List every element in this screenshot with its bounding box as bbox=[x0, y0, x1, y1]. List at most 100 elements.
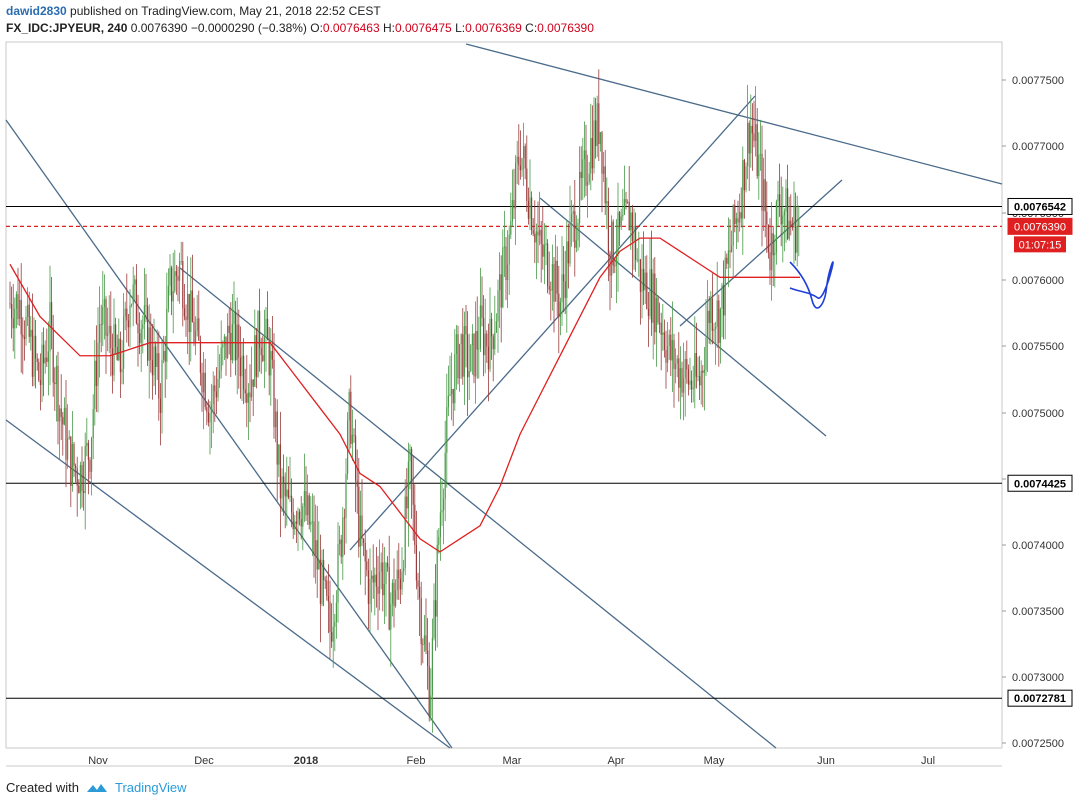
candle-body bbox=[193, 321, 195, 344]
candle-body bbox=[515, 162, 517, 209]
candle-body bbox=[36, 358, 38, 362]
candle-body bbox=[551, 264, 553, 291]
candle-body bbox=[779, 194, 781, 207]
candle-body bbox=[571, 213, 573, 222]
trend-line bbox=[179, 267, 777, 749]
candle-body bbox=[263, 337, 265, 361]
candle-body bbox=[134, 279, 136, 285]
candle-body bbox=[348, 391, 350, 421]
candle-body bbox=[414, 504, 416, 546]
candle-body bbox=[11, 304, 13, 319]
candle-body bbox=[279, 444, 281, 499]
candle-body bbox=[468, 371, 470, 378]
candle-body bbox=[65, 407, 67, 460]
candle-body bbox=[270, 351, 272, 376]
candle-body bbox=[524, 146, 526, 169]
candle-body bbox=[52, 327, 54, 383]
candle-body bbox=[740, 212, 742, 219]
candle-body bbox=[473, 333, 475, 377]
candle-body bbox=[268, 339, 270, 376]
candle-body bbox=[775, 201, 777, 253]
candle-body bbox=[364, 542, 366, 562]
candle-body bbox=[615, 255, 617, 266]
candle-body bbox=[497, 290, 499, 322]
candle-body bbox=[287, 489, 289, 498]
candle-body bbox=[19, 299, 21, 320]
candle-body bbox=[356, 480, 358, 487]
candle-body bbox=[204, 372, 206, 408]
candle-body bbox=[313, 521, 315, 556]
candle-body bbox=[366, 561, 368, 571]
candle-body bbox=[439, 512, 441, 538]
candle-body bbox=[343, 517, 345, 519]
candle-body bbox=[28, 304, 30, 337]
y-tick-label: 0.0075500 bbox=[1012, 341, 1064, 353]
candle-body bbox=[395, 590, 397, 607]
candle-body bbox=[724, 257, 726, 316]
candle-body bbox=[257, 310, 259, 377]
candle-body bbox=[572, 211, 574, 214]
candle-body bbox=[44, 357, 46, 364]
candle-body bbox=[211, 404, 213, 414]
y-tick-label: 0.0073500 bbox=[1012, 606, 1064, 618]
candle-body bbox=[692, 388, 694, 390]
candle-body bbox=[534, 233, 536, 243]
candle-body bbox=[462, 334, 464, 377]
candle-body bbox=[403, 568, 405, 572]
candle-body bbox=[654, 273, 656, 333]
candle-body bbox=[555, 260, 557, 302]
candle-body bbox=[420, 598, 422, 645]
candle-body bbox=[233, 312, 235, 325]
candle-body bbox=[667, 346, 669, 363]
candle-body bbox=[521, 158, 523, 171]
candle-body bbox=[375, 574, 377, 587]
candle-body bbox=[673, 340, 675, 369]
candle-body bbox=[51, 302, 53, 328]
candle-body bbox=[311, 521, 313, 523]
candle-body bbox=[89, 459, 91, 472]
candle-body bbox=[795, 205, 797, 253]
x-tick-label: Apr bbox=[607, 755, 624, 767]
candle-body bbox=[647, 308, 649, 316]
candle-body bbox=[510, 221, 512, 235]
candle-body bbox=[20, 299, 22, 335]
candle-body bbox=[190, 290, 192, 332]
candle-body bbox=[199, 340, 201, 373]
candle-body bbox=[398, 569, 400, 579]
candle-body bbox=[529, 197, 531, 219]
candle-body bbox=[369, 578, 371, 604]
candle-body bbox=[391, 582, 393, 604]
candle-body bbox=[627, 201, 629, 203]
candle-body bbox=[113, 324, 115, 376]
candle-body bbox=[523, 146, 525, 159]
candle-body bbox=[631, 212, 633, 242]
candle-body bbox=[716, 300, 718, 327]
author-name[interactable]: dawid2830 bbox=[6, 4, 67, 18]
candle-body bbox=[436, 544, 438, 617]
candle-body bbox=[489, 318, 491, 370]
candle-body bbox=[767, 224, 769, 253]
candle-body bbox=[556, 260, 558, 294]
candle-body bbox=[191, 290, 193, 322]
candle-body bbox=[17, 294, 19, 320]
candle-body bbox=[638, 259, 640, 261]
candle-body bbox=[260, 347, 262, 356]
candle-body bbox=[542, 243, 544, 257]
candle-body bbox=[292, 512, 294, 530]
trend-line bbox=[539, 197, 827, 437]
x-tick-label: Jul bbox=[921, 755, 935, 767]
candle-body bbox=[415, 545, 417, 581]
candle-body bbox=[737, 218, 739, 223]
price-label-box bbox=[1007, 689, 1073, 707]
candle-body bbox=[41, 344, 43, 385]
candle-body bbox=[507, 264, 509, 281]
tradingview-brand[interactable]: TradingView bbox=[114, 780, 187, 795]
candle-body bbox=[241, 355, 243, 377]
candle-body bbox=[156, 353, 158, 367]
candle-body bbox=[83, 491, 85, 493]
candle-body bbox=[327, 595, 329, 602]
candle-body bbox=[694, 352, 696, 389]
y-tick-label: 0.0073000 bbox=[1012, 672, 1064, 684]
candle-body bbox=[119, 338, 121, 373]
